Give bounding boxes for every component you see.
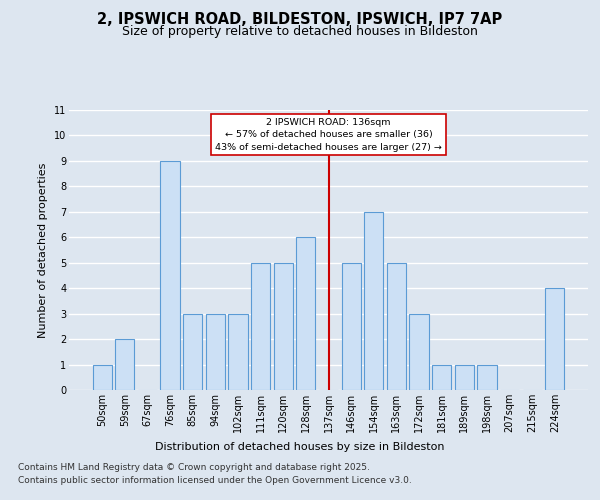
Bar [364,212,383,390]
Text: 2, IPSWICH ROAD, BILDESTON, IPSWICH, IP7 7AP: 2, IPSWICH ROAD, BILDESTON, IPSWICH, IP7… [97,12,503,28]
Text: Contains HM Land Registry data © Crown copyright and database right 2025.: Contains HM Land Registry data © Crown c… [18,464,370,472]
Bar [432,364,451,390]
Bar [409,314,428,390]
Bar [183,314,202,390]
Bar [455,364,474,390]
Bar [274,262,293,390]
Bar [160,161,180,390]
Text: Size of property relative to detached houses in Bildeston: Size of property relative to detached ho… [122,25,478,38]
Bar [115,339,134,390]
Bar [477,364,497,390]
Text: Distribution of detached houses by size in Bildeston: Distribution of detached houses by size … [155,442,445,452]
Y-axis label: Number of detached properties: Number of detached properties [38,162,49,338]
Bar [296,238,316,390]
Bar [206,314,225,390]
Text: Contains public sector information licensed under the Open Government Licence v3: Contains public sector information licen… [18,476,412,485]
Bar [545,288,565,390]
Bar [92,364,112,390]
Bar [229,314,248,390]
Bar [251,262,270,390]
Bar [341,262,361,390]
Text: 2 IPSWICH ROAD: 136sqm
← 57% of detached houses are smaller (36)
43% of semi-det: 2 IPSWICH ROAD: 136sqm ← 57% of detached… [215,118,442,152]
Bar [387,262,406,390]
